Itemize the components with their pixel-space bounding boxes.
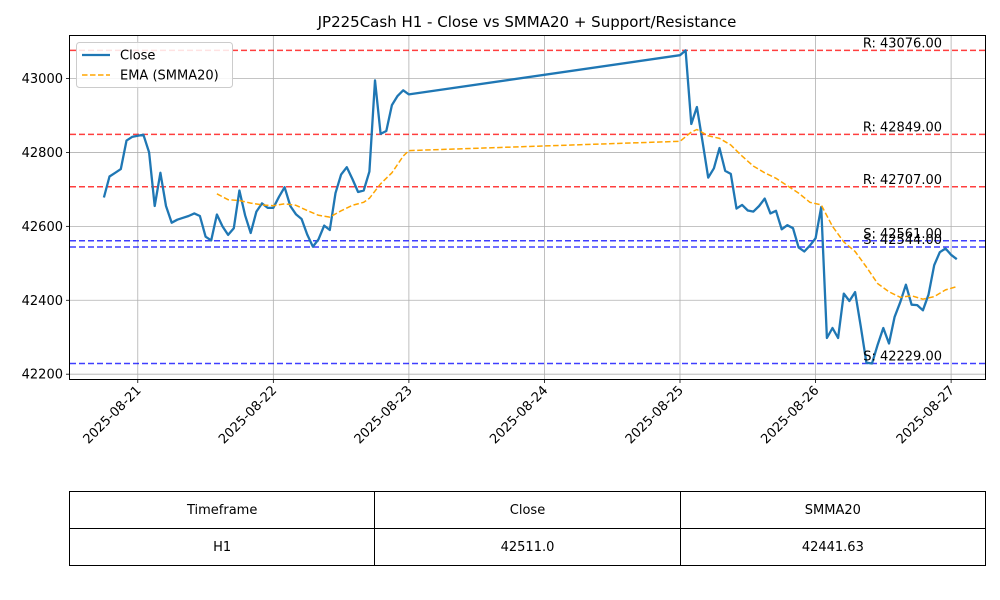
y-tick-label: 42200 — [22, 368, 63, 383]
close-series-line — [102, 49, 958, 365]
support-level-label: S: 42544.00 — [863, 233, 942, 248]
x-tick-label: 2025-08-24 — [487, 383, 551, 447]
summary-table: Timeframe Close SMMA20 H1 42511.0 42441.… — [68, 491, 987, 566]
chart-svg: JP225Cash H1 - Close vs SMMA20 + Support… — [22, 13, 986, 447]
x-tick-label: 2025-08-25 — [623, 383, 687, 447]
table-cell-close: 42511.0 — [374, 528, 681, 566]
y-tick-label: 42800 — [22, 146, 63, 161]
table-cell-timeframe: H1 — [68, 528, 376, 566]
y-tick-label: 42600 — [22, 220, 63, 235]
resistance-level-label: R: 43076.00 — [863, 36, 942, 51]
table-header-row: Timeframe Close SMMA20 — [68, 491, 987, 529]
table-cell-smma20: 42441.63 — [679, 528, 987, 566]
x-tick-label: 2025-08-23 — [352, 383, 416, 447]
plot-frame — [69, 35, 986, 380]
smma20-series-line — [216, 128, 958, 300]
legend-label: EMA (SMMA20) — [120, 69, 219, 84]
table-row: H1 42511.0 42441.63 — [68, 528, 987, 566]
table-header-timeframe: Timeframe — [68, 491, 376, 529]
resistance-level-label: R: 42707.00 — [863, 173, 942, 188]
support-level-label: S: 42561.00 — [863, 227, 942, 242]
x-tick-label: 2025-08-27 — [894, 383, 958, 447]
resistance-level-label: R: 42849.00 — [863, 120, 942, 135]
x-tick-label: 2025-08-21 — [81, 383, 145, 447]
x-tick-label: 2025-08-26 — [758, 383, 822, 447]
y-tick-label: 42400 — [22, 294, 63, 309]
table-header-close: Close — [374, 491, 681, 529]
y-tick-label: 43000 — [22, 72, 63, 87]
support-level-label: S: 42229.00 — [863, 349, 942, 364]
x-tick-label: 2025-08-22 — [216, 383, 280, 447]
chart-title: JP225Cash H1 - Close vs SMMA20 + Support… — [317, 13, 737, 31]
legend-box — [76, 42, 233, 88]
legend-label: Close — [120, 49, 155, 64]
table-header-smma20: SMMA20 — [679, 491, 987, 529]
